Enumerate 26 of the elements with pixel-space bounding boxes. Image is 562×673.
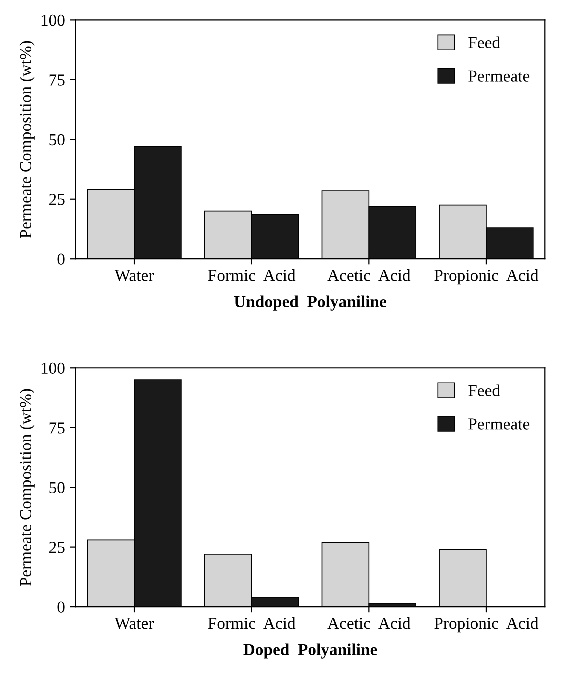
legend-label: Permeate (468, 70, 530, 82)
x-axis-title: Undoped Polyaniline (234, 296, 386, 311)
x-tick-label: Propionic Acid (434, 270, 539, 285)
y-tick-label: 25 (50, 542, 65, 554)
y-axis-title: Permeate Composition (wt%) (20, 41, 35, 238)
y-axis-title: Permeate Composition (wt%) (20, 389, 35, 586)
y-tick-label: 75 (50, 422, 65, 434)
y-tick-label: 75 (50, 74, 65, 86)
legend-label: Feed (468, 384, 500, 396)
x-tick-label: Acetic Acid (328, 270, 411, 282)
legend-label: Feed (468, 36, 500, 49)
x-tick-label: Formic Acid (208, 617, 296, 630)
y-tick-label: 100 (42, 362, 65, 374)
y-tick-label: 100 (42, 14, 65, 26)
x-tick-label: Formic Acid (208, 270, 296, 282)
x-tick-label: Water (114, 270, 154, 282)
y-tick-label: 50 (50, 482, 65, 494)
legend-label: Permeate (468, 418, 530, 430)
y-tick-label: 0 (58, 602, 65, 613)
x-tick-label: Acetic Acid (328, 617, 411, 630)
y-tick-label: 50 (50, 134, 65, 146)
x-tick-label: Water (114, 618, 154, 630)
x-tick-label: Propionic Acid (434, 617, 539, 633)
y-tick-label: 0 (58, 254, 65, 266)
x-axis-title: Doped Polyaniline (244, 644, 378, 659)
y-tick-label: 25 (50, 194, 65, 206)
